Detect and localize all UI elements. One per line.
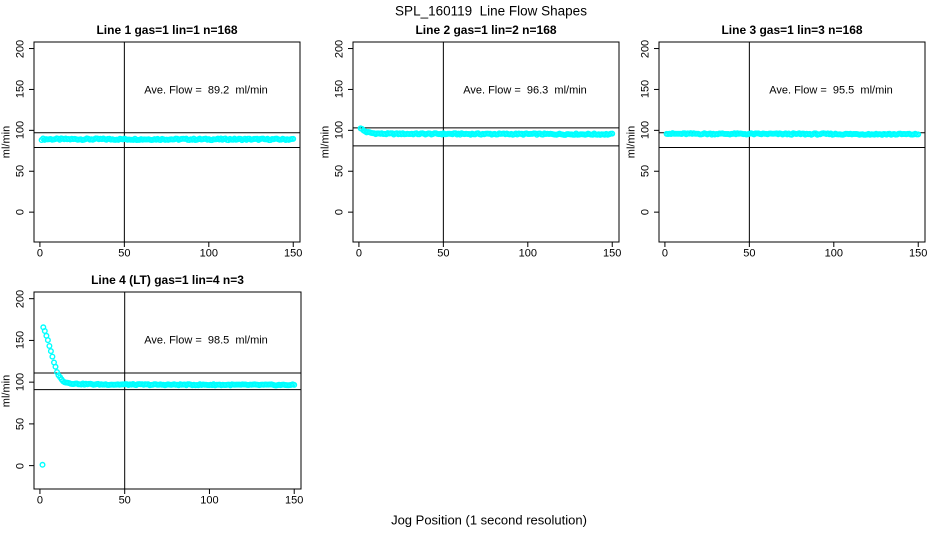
y-tick-label: 50 [14,417,27,430]
y-tick-label: 150 [639,80,652,99]
panel-title: Line 2 gas=1 lin=2 n=168 [415,23,557,37]
x-tick-label: 150 [285,494,304,507]
y-tick-label: 0 [333,209,346,216]
ave-flow-annotation: Ave. Flow = 96.3 ml/min [463,84,587,97]
y-tick-label: 0 [14,209,27,216]
y-axis-label: ml/min [319,125,332,159]
x-tick-label: 100 [200,494,219,507]
x-tick-label: 100 [199,247,218,260]
x-tick-label: 150 [909,247,928,260]
y-tick-label: 100 [14,121,27,140]
x-tick-label: 150 [284,247,303,260]
panel-title: Line 4 (LT) gas=1 lin=4 n=3 [91,273,244,287]
panel-title: Line 3 gas=1 lin=3 n=168 [721,23,863,37]
x-tick-label: 50 [118,494,131,507]
y-axis-label: ml/min [625,125,638,159]
panel-4-plot-area [29,291,302,494]
panel-3-plot-area [654,41,926,247]
ave-flow-annotation: Ave. Flow = 98.5 ml/min [144,334,268,347]
y-tick-label: 0 [14,462,27,469]
panel-title: Line 1 gas=1 lin=1 n=168 [96,23,238,37]
y-tick-label: 200 [333,39,346,58]
x-tick-label: 50 [118,247,131,260]
x-tick-label: 100 [518,247,537,260]
x-tick-label: 0 [661,247,668,260]
y-axis-label: ml/min [0,374,13,407]
y-tick-label: 100 [333,121,346,140]
y-tick-label: 200 [14,289,27,308]
panel-2-plot-area [348,41,620,247]
y-tick-label: 150 [14,80,27,99]
x-tick-label: 150 [603,247,622,260]
y-tick-label: 50 [14,165,27,178]
y-tick-label: 0 [639,209,652,216]
ave-flow-annotation: Ave. Flow = 95.5 ml/min [769,84,893,97]
x-tick-label: 0 [36,494,43,507]
page-title: SPL_160119 Line Flow Shapes [395,3,587,19]
y-tick-label: 100 [639,121,652,140]
x-tick-label: 0 [355,247,362,260]
y-tick-label: 200 [14,39,27,58]
y-tick-label: 150 [333,80,346,99]
x-tick-label: 50 [743,247,756,260]
x-tick-label: 0 [36,247,43,260]
y-axis-label: ml/min [0,125,13,159]
y-tick-label: 150 [14,331,27,350]
x-tick-label: 50 [437,247,450,260]
y-tick-label: 50 [333,165,346,178]
y-tick-label: 50 [639,165,652,178]
ave-flow-annotation: Ave. Flow = 89.2 ml/min [144,84,268,97]
panel-1-plot-area [29,41,301,247]
x-tick-label: 100 [824,247,843,260]
y-tick-label: 200 [639,39,652,58]
x-axis-label: Jog Position (1 second resolution) [391,512,587,528]
y-tick-label: 100 [14,372,27,392]
